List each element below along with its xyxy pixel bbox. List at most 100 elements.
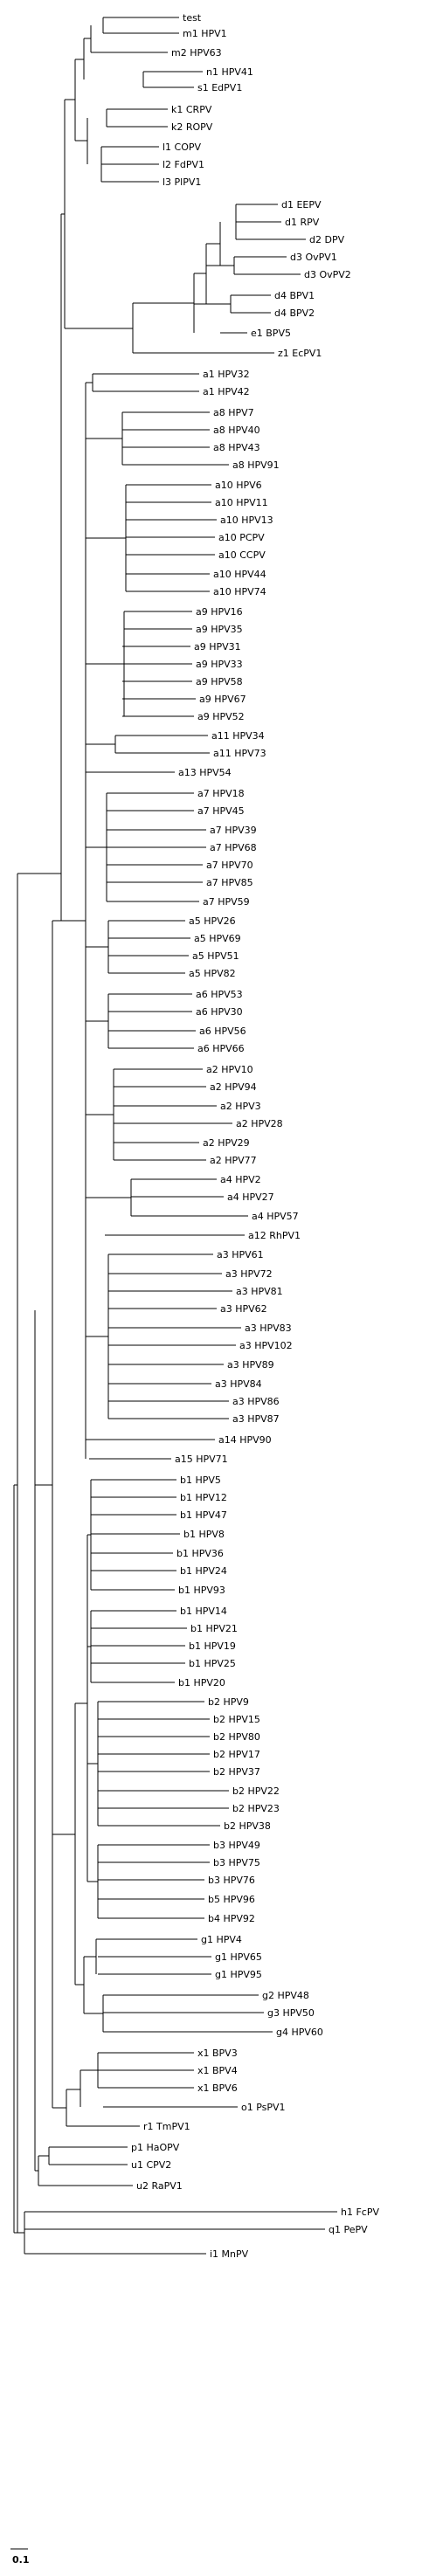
leaf-label: a9 HPV58 [196, 676, 243, 687]
leaf-label: d4 BPV2 [274, 307, 315, 319]
leaf-label: a7 HPV85 [206, 877, 253, 888]
leaf-label: q1 PePV [329, 2224, 368, 2235]
leaf-label: a2 HPV29 [203, 1137, 250, 1149]
leaf-label: a6 HPV66 [197, 1043, 245, 1054]
leaf-label: d3 OvPV2 [304, 269, 351, 280]
leaf-label: d1 RPV [285, 217, 320, 228]
leaf-label: a3 HPV86 [232, 1396, 280, 1407]
leaf-label: o1 PsPV1 [241, 2102, 286, 2113]
leaf-label: b2 HPV17 [213, 1749, 260, 1760]
leaf-label: b1 HPV12 [180, 1492, 227, 1503]
leaf-label: g1 HPV95 [215, 1969, 262, 1980]
leaf-label: a5 HPV51 [192, 950, 239, 962]
leaf-label: a7 HPV70 [206, 860, 253, 871]
leaf-label: a3 HPV83 [245, 1323, 292, 1334]
leaf-label: a2 HPV28 [236, 1118, 283, 1129]
leaf-label: a3 HPV102 [239, 1340, 293, 1351]
leaf-label: b3 HPV76 [208, 1875, 255, 1886]
leaf-label: b3 HPV75 [213, 1857, 260, 1868]
leaf-label: d3 OvPV1 [290, 252, 337, 263]
leaf-label: a10 CCPV [218, 549, 266, 561]
leaf-label: a8 HPV7 [213, 407, 254, 418]
leaf-label: a4 HPV27 [227, 1191, 274, 1203]
leaf-label: u2 RaPV1 [136, 2180, 183, 2192]
leaf-label: a1 HPV32 [203, 369, 250, 380]
leaf-label: m1 HPV1 [183, 28, 227, 39]
leaf-label: z1 EcPV1 [278, 348, 322, 359]
leaf-label: d2 DPV [309, 234, 345, 245]
leaf-label: a7 HPV45 [197, 805, 245, 817]
leaf-label: a11 HPV73 [213, 748, 266, 759]
leaf-label: a8 HPV40 [213, 425, 260, 436]
leaf-label: b1 HPV8 [183, 1529, 225, 1540]
leaf-label: b1 HPV36 [176, 1548, 224, 1559]
leaf-label: a9 HPV33 [196, 659, 243, 670]
leaf-label: a10 PCPV [218, 532, 265, 543]
leaf-label: x1 BPV6 [197, 2082, 238, 2094]
leaf-label: a10 HPV74 [213, 586, 266, 597]
leaf-label: a9 HPV67 [199, 694, 246, 705]
leaf-label: l1 COPV [163, 142, 202, 153]
leaf-label: e1 BPV5 [251, 328, 291, 339]
leaf-label: g4 HPV60 [276, 2027, 323, 2038]
scale-bar-label: 0.1 [12, 2554, 30, 2566]
leaf-label: h1 FcPV [341, 2207, 379, 2218]
leaf-label: b2 HPV9 [208, 1696, 249, 1708]
leaf-label: a4 HPV57 [252, 1211, 299, 1222]
leaf-label: n1 HPV41 [206, 66, 253, 78]
leaf-label: g3 HPV50 [267, 2007, 315, 2019]
leaf-label: a7 HPV39 [210, 825, 257, 836]
leaf-label: b2 HPV23 [232, 1803, 280, 1814]
leaf-label: b2 HPV37 [213, 1766, 260, 1778]
leaf-label: a12 RhPV1 [248, 1230, 301, 1241]
leaf-label: a3 HPV87 [232, 1413, 280, 1425]
leaf-label: a3 HPV81 [236, 1286, 283, 1297]
leaf-label: l3 PlPV1 [163, 176, 201, 188]
leaf-label: a9 HPV52 [197, 711, 245, 722]
leaf-label: a3 HPV72 [225, 1268, 273, 1280]
leaf-label: a2 HPV10 [206, 1064, 253, 1075]
leaf-label: a9 HPV31 [194, 641, 241, 653]
leaf-label: b2 HPV22 [232, 1785, 280, 1797]
leaf-label: b1 HPV20 [178, 1677, 225, 1689]
leaf-label: d4 BPV1 [274, 290, 315, 301]
leaf-label: g2 HPV48 [262, 1990, 309, 2001]
leaf-label: a6 HPV53 [196, 989, 243, 1000]
leaf-label: a3 HPV61 [217, 1249, 264, 1260]
leaf-label: a7 HPV59 [203, 896, 250, 908]
leaf-label: b4 HPV92 [208, 1913, 255, 1924]
leaf-label: a10 HPV44 [213, 569, 266, 580]
leaf-label: b2 HPV80 [213, 1731, 260, 1743]
leaf-label: b1 HPV19 [189, 1640, 236, 1652]
leaf-label: m2 HPV63 [171, 47, 222, 59]
leaf-label: a3 HPV89 [227, 1359, 274, 1371]
leaf-label: b5 HPV96 [208, 1894, 255, 1905]
leaf-label: d1 EEPV [281, 199, 322, 211]
tree-branches [13, 17, 337, 2255]
leaf-label: a7 HPV18 [197, 788, 245, 799]
leaf-label: r1 TmPV1 [143, 2121, 190, 2132]
leaf-labels: test m1 HPV1 m2 HPV63 n1 HPV41 s1 EdPV1 k1 CR… [131, 12, 379, 2260]
leaf-label: s1 EdPV1 [197, 82, 242, 93]
leaf-label: b1 HPV24 [180, 1565, 227, 1577]
leaf-label: p1 HaOPV [131, 2142, 180, 2153]
leaf-label: b2 HPV38 [224, 1820, 271, 1832]
scale-bar: 0.1 [10, 2548, 30, 2566]
leaf-label: u1 CPV2 [131, 2159, 171, 2171]
leaf-label: i1 MnPV [210, 2248, 249, 2260]
leaf-label: a2 HPV94 [210, 1081, 257, 1093]
leaf-label: a15 HPV71 [175, 1454, 228, 1465]
leaf-label: a13 HPV54 [178, 767, 232, 778]
leaf-label: g1 HPV65 [215, 1951, 262, 1963]
leaf-label: k1 CRPV [171, 104, 212, 115]
leaf-label: a6 HPV30 [196, 1006, 243, 1018]
leaf-label: a7 HPV68 [210, 842, 257, 853]
leaf-label: a10 HPV11 [215, 497, 268, 508]
leaf-label: b1 HPV5 [180, 1474, 221, 1486]
leaf-label: l2 FdPV1 [163, 159, 204, 170]
leaf-label: b1 HPV21 [190, 1623, 238, 1634]
leaf-label: test [183, 12, 202, 24]
leaf-label: a11 HPV34 [211, 730, 265, 742]
leaf-label: x1 BPV3 [197, 2048, 238, 2059]
